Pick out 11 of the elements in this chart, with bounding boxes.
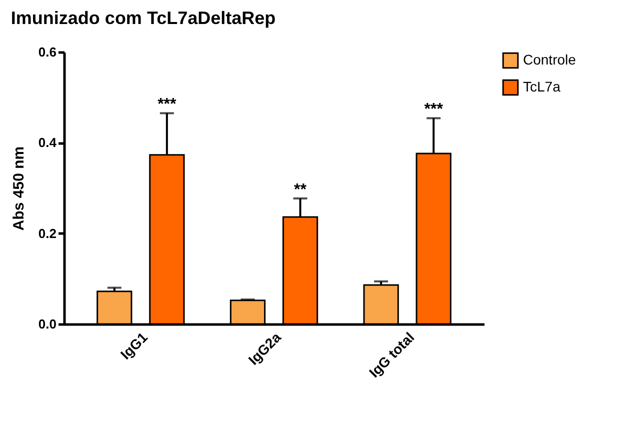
annotation: ** [294,181,308,198]
y-tick-label: 0.6 [38,44,56,60]
y-tick-label: 0.4 [38,135,58,150]
y-tick-label: 0.2 [38,226,56,241]
legend-label: TcL7a [523,78,561,94]
y-axis-title: Abs 450 nm [10,146,28,231]
y-tick-label: 0.0 [38,316,56,332]
chart-title: Imunizado com TcL7aDeltaRep [10,8,276,28]
legend-label: Controle [523,52,576,68]
annotation: *** [158,96,178,114]
annotation: *** [424,101,444,118]
